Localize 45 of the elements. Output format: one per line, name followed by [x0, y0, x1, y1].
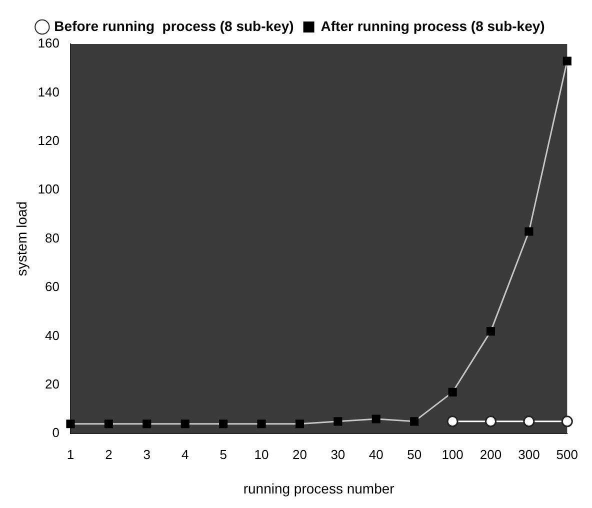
x-tick-label: 20	[292, 446, 307, 462]
point	[523, 416, 535, 428]
y-tick-label: 60	[45, 279, 60, 294]
x-tick-label: 10	[254, 446, 269, 462]
point	[524, 227, 534, 236]
x-tick-label: 4	[181, 446, 189, 462]
point	[334, 417, 342, 426]
point	[372, 414, 380, 424]
x-tick-label: 300	[518, 446, 540, 462]
point	[295, 420, 304, 428]
y-tick-label: 140	[38, 84, 60, 100]
point	[180, 420, 190, 428]
x-axis-title: running process number	[243, 480, 395, 496]
y-tick-label: 80	[45, 230, 60, 246]
x-tick-label: 500	[556, 446, 578, 462]
y-tick-label: 40	[45, 328, 60, 343]
point	[561, 416, 573, 428]
x-tick-label: 200	[480, 446, 502, 462]
point	[486, 327, 496, 336]
point	[410, 417, 419, 426]
point	[142, 420, 152, 428]
y-tick-label: 120	[38, 132, 60, 148]
x-tick-label: 5	[220, 446, 227, 462]
legend-label: After running process (8 sub-key)	[320, 18, 545, 34]
x-tick-label: 30	[330, 446, 346, 462]
y-axis-title: system load	[13, 201, 30, 276]
y-tick-label: 0	[52, 425, 60, 440]
x-tick-label: 1	[66, 446, 74, 462]
x-tick-label: 100	[442, 446, 464, 462]
x-tick-label: 3	[143, 446, 151, 462]
legend-label: Before running process (8 sub-key)	[54, 18, 294, 34]
y-tick-label: 20	[45, 376, 60, 392]
point	[219, 420, 228, 428]
y-tick-label: 160	[38, 36, 60, 51]
x-tick-label: 40	[368, 446, 384, 462]
point	[104, 420, 113, 428]
point	[257, 420, 266, 428]
point	[484, 416, 496, 428]
point	[562, 56, 572, 66]
x-tick-label: 2	[105, 446, 112, 462]
point	[446, 416, 458, 428]
y-tick-label: 100	[38, 182, 60, 197]
x-tick-label: 50	[407, 446, 422, 462]
point	[448, 388, 457, 396]
point	[66, 420, 75, 428]
